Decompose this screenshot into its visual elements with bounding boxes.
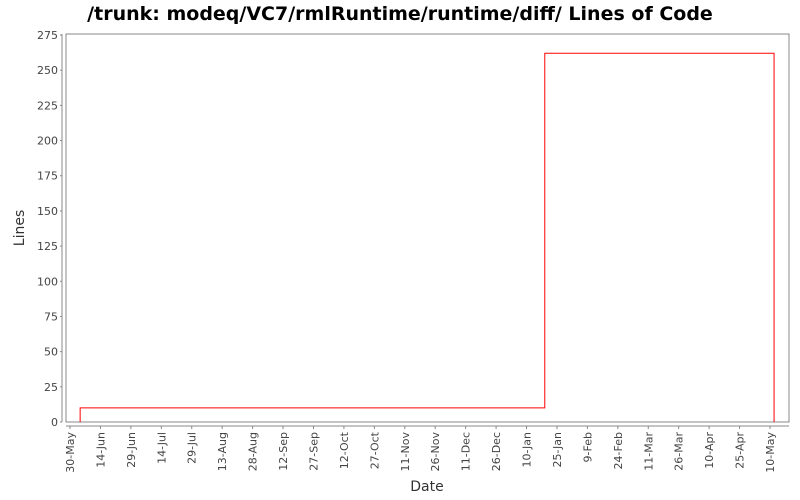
y-tick-label: 75	[44, 310, 58, 323]
x-tick-label: 29-Jul	[186, 432, 199, 464]
y-tick-label: 0	[51, 416, 58, 429]
x-tick-label: 24-Feb	[612, 432, 625, 469]
y-tick-label: 50	[44, 346, 58, 359]
y-tick-label: 100	[37, 275, 58, 288]
x-tick-label: 12-Oct	[338, 431, 351, 469]
x-tick-label: 14-Jun	[94, 432, 107, 468]
x-tick-label: 14-Jul	[155, 432, 168, 464]
x-tick-label: 27-Sep	[307, 432, 320, 471]
x-axis-label: Date	[410, 479, 443, 495]
y-tick-label: 200	[37, 135, 58, 148]
x-tick-label: 13-Aug	[216, 432, 229, 471]
series-line	[79, 52, 775, 422]
x-tick-label: 11-Dec	[460, 432, 473, 471]
x-tick-label: 27-Oct	[368, 431, 381, 469]
x-tick-label: 11-Mar	[642, 432, 655, 471]
plot-area	[65, 33, 790, 423]
x-tick-label: 12-Sep	[277, 432, 290, 471]
x-tick-label: 11-Nov	[399, 432, 412, 472]
x-tick-label: 30-May	[64, 432, 77, 473]
y-tick-label: 175	[37, 170, 58, 183]
x-tick-label: 28-Aug	[247, 432, 260, 471]
x-tick-label: 10-May	[764, 432, 777, 473]
x-tick-label: 25-Jan	[551, 432, 564, 468]
x-tick-label: 26-Mar	[673, 432, 686, 471]
y-axis-label: Lines	[12, 210, 28, 246]
x-tick-label: 25-Apr	[734, 432, 747, 469]
x-tick-label: 26-Nov	[429, 432, 442, 472]
y-tick-label: 275	[37, 29, 58, 42]
x-tick-label: 9-Feb	[581, 432, 594, 462]
y-tick-label: 150	[37, 205, 58, 218]
y-tick-label: 225	[37, 99, 58, 112]
x-tick-label: 26-Dec	[490, 432, 503, 471]
y-tick-label: 250	[37, 64, 58, 77]
x-tick-label: 29-Jun	[125, 432, 138, 468]
y-tick-label: 25	[44, 381, 58, 394]
y-tick-label: 125	[37, 240, 58, 253]
x-tick-label: 10-Apr	[703, 432, 716, 469]
chart-title: /trunk: modeq/VC7/rmlRuntime/runtime/dif…	[87, 3, 713, 25]
x-tick-label: 10-Jan	[521, 432, 534, 468]
